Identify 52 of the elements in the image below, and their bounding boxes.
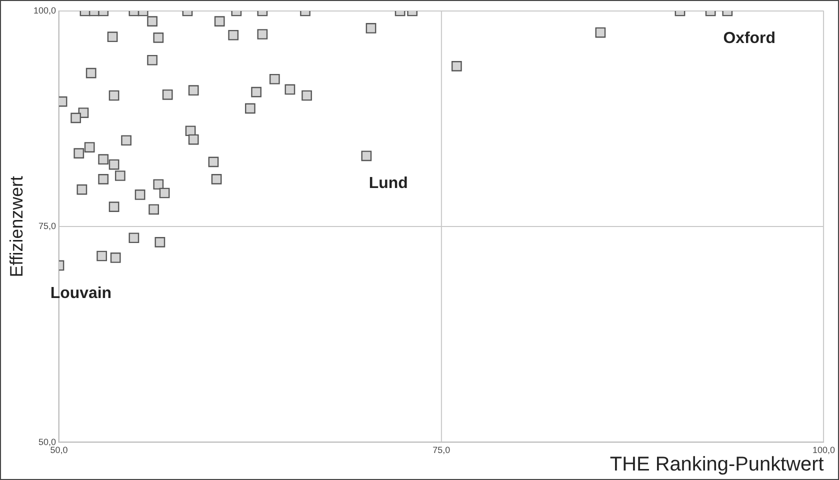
point [74, 148, 84, 158]
point [108, 159, 120, 170]
point [147, 16, 158, 26]
point [302, 90, 312, 101]
point [595, 27, 606, 38]
point [153, 179, 164, 190]
point [98, 174, 109, 184]
point [208, 156, 219, 168]
point [98, 154, 109, 165]
y-tick-label: 75,0 [38, 221, 56, 232]
point [86, 68, 96, 78]
point [84, 142, 95, 152]
point [96, 250, 107, 262]
point [128, 232, 140, 244]
point [162, 89, 173, 100]
x-axis-title: THE Ranking-Punktwert [610, 454, 824, 476]
point [114, 170, 126, 181]
point [147, 54, 158, 66]
y-tick-label: 100,0 [34, 5, 56, 16]
point [257, 29, 268, 40]
point [284, 84, 296, 95]
point [70, 112, 81, 124]
point [188, 134, 199, 145]
point [366, 23, 376, 34]
point [269, 74, 280, 84]
point [451, 61, 462, 72]
point [361, 150, 372, 162]
x-tick-label: 50,0 [50, 445, 68, 456]
x-tick-label: 100,0 [812, 445, 836, 456]
point [121, 135, 132, 146]
annotation: Oxford [723, 30, 776, 48]
point [153, 32, 164, 43]
point [188, 85, 199, 96]
point [159, 188, 170, 198]
x-tick-label: 75,0 [432, 445, 450, 456]
point [107, 32, 118, 42]
annotation: Louvain [50, 284, 112, 302]
point [251, 86, 262, 98]
point [244, 103, 256, 114]
point [108, 90, 120, 101]
point [76, 184, 88, 195]
y-tick-label: 50,0 [38, 436, 56, 447]
point [211, 174, 222, 184]
y-axis-title: Effizienzwert [6, 176, 27, 278]
point [134, 190, 146, 200]
point [154, 237, 166, 248]
point [110, 252, 121, 263]
point [108, 202, 120, 212]
point [148, 204, 159, 215]
point [228, 30, 239, 40]
point [214, 16, 225, 26]
annotation: Lund [368, 175, 408, 192]
